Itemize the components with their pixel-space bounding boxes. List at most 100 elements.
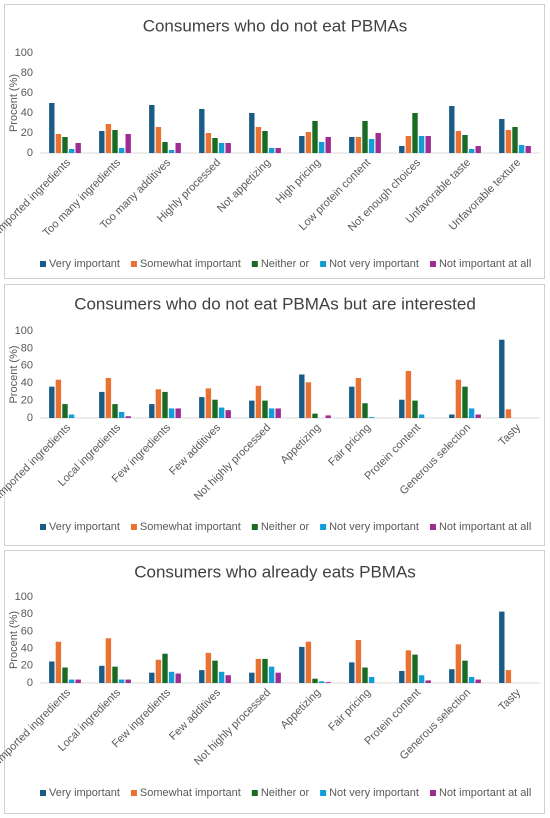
bar [349,137,355,153]
bar [468,149,475,153]
bar [418,414,425,418]
bar [125,134,131,153]
bar [455,379,462,418]
legend-swatch [251,790,258,796]
legend-label: Not very important [329,521,419,533]
bar [168,150,175,153]
legend-label: Not very important [329,787,419,799]
bar [418,136,425,153]
bar [225,410,231,418]
bar [212,660,218,683]
bar [49,103,55,153]
bar [218,671,225,683]
legend-label: Not important at all [439,787,531,799]
bar [355,640,362,683]
bar [99,131,105,153]
y-axis-label: Procent (%) [8,345,20,403]
bar [268,148,275,153]
bar [162,391,168,418]
bar [312,121,318,153]
bar [525,146,531,153]
bar [162,142,168,153]
bar [105,638,112,683]
legend-swatch [320,524,327,530]
bar [205,388,212,418]
bar [462,660,468,683]
bar [468,676,475,683]
bar [105,124,112,153]
chart-title: Consumers who already eats PBMAs [134,562,416,581]
bar [162,653,168,683]
bar [412,113,418,153]
bar [175,143,181,153]
bar [105,377,112,418]
bar [412,654,418,683]
y-tick-label: 80 [21,608,33,620]
bar [199,397,205,418]
bar [49,386,55,418]
bar [118,411,125,418]
bar [305,382,312,418]
bar [268,408,275,418]
bar [149,105,155,153]
bar [305,641,312,683]
bar [362,667,368,683]
legend-swatch [130,261,137,267]
bar [449,106,455,153]
legend-swatch [251,524,258,530]
bar [262,400,268,418]
bar [505,409,512,418]
bar [462,135,468,153]
bar [99,665,105,683]
bar [318,681,325,683]
legend-label: Somewhat important [140,787,241,799]
bar [318,142,325,153]
legend-swatch [251,261,258,267]
bar [405,650,412,683]
bar [299,374,305,418]
bar [62,137,68,153]
bar [155,389,162,418]
legend-swatch [429,524,436,530]
bar [225,143,231,153]
bar [168,671,175,683]
bar [312,413,318,418]
legend-label: Somewhat important [140,521,241,533]
bar [75,679,81,683]
bar [499,611,505,683]
bar [112,666,118,683]
bar [362,403,368,418]
bar [249,400,255,418]
bar [255,385,262,418]
bar [168,408,175,418]
bar [475,146,481,153]
legend-label: Neither or [261,787,310,799]
bar [255,127,262,153]
chart-title: Consumers who do not eat PBMAs but are i… [74,294,476,313]
bar [75,143,81,153]
y-tick-label: 0 [27,412,33,424]
legend-swatch [429,261,436,267]
bar [218,143,225,153]
bar [418,675,425,683]
bar [249,113,255,153]
bar [505,670,512,683]
legend-swatch [320,790,327,796]
legend-swatch [429,790,436,796]
y-tick-label: 80 [21,342,33,354]
bar [225,675,231,683]
bar [99,391,105,418]
bar [275,672,281,683]
legend-label: Not important at all [439,258,531,270]
bar [262,131,268,153]
bar [62,667,68,683]
bar [62,404,68,418]
y-tick-label: 0 [27,147,33,159]
bar [355,377,362,418]
bar [68,414,75,418]
bar [425,136,431,153]
bar [375,133,381,153]
bar [399,670,405,683]
